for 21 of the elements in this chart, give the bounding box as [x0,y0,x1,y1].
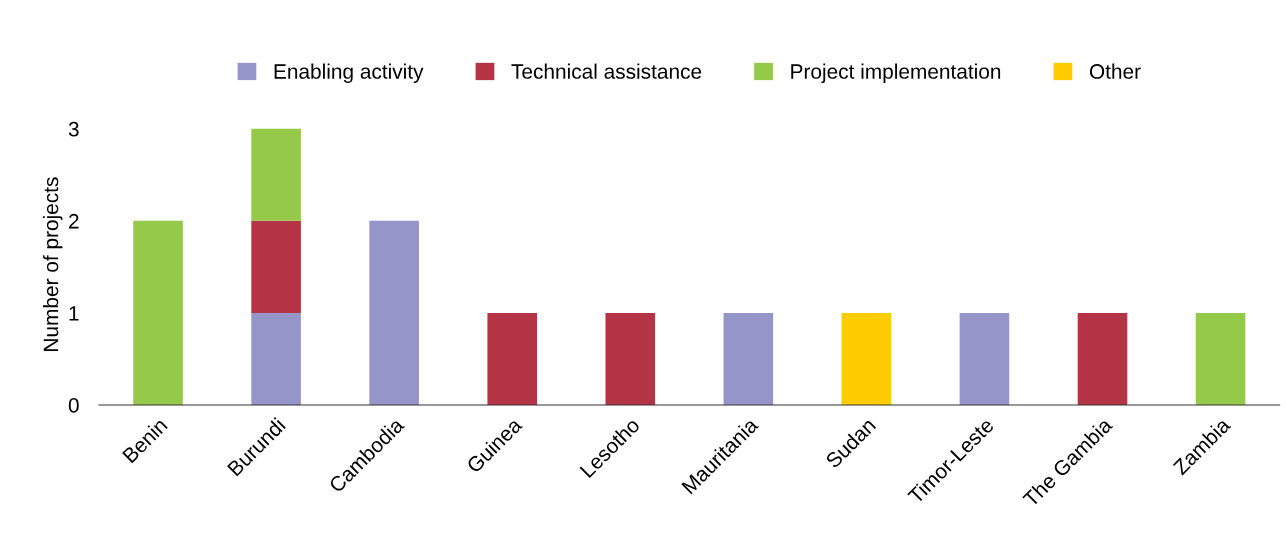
bar [369,220,419,405]
legend-label: Technical assistance [511,63,702,79]
bar [723,312,774,405]
bar [841,312,892,405]
legend-label: Enabling activity [274,63,424,83]
bar [133,220,183,405]
bar [1077,312,1128,405]
bar [251,220,301,313]
y-tick-label: 2 [69,213,79,229]
y-axis-title: Number of projects [43,177,63,351]
legend-label: Project implementation [791,63,1001,83]
y-tick-label: 3 [68,121,79,137]
bar [251,128,301,221]
bar [251,312,301,405]
y-tick-label: 1 [69,306,79,321]
bar [487,312,538,405]
y-tick-label: 0 [68,398,79,413]
bar [605,312,656,405]
bar [1195,312,1246,405]
legend-label: Other [1089,63,1141,79]
bar [959,312,1010,405]
